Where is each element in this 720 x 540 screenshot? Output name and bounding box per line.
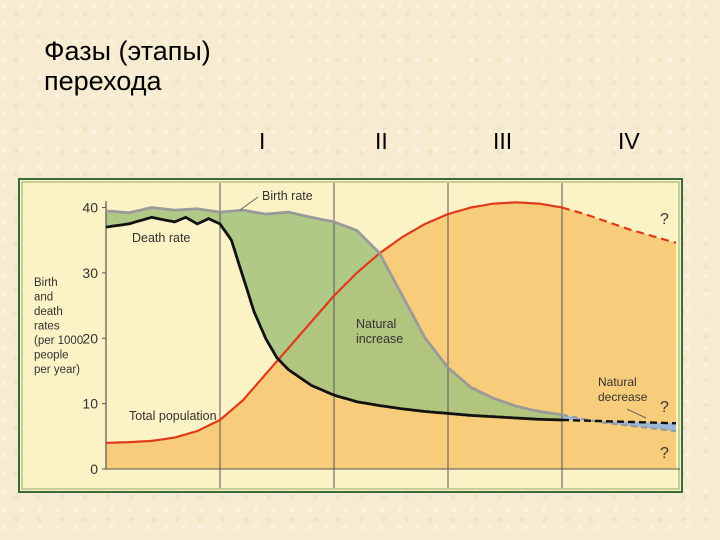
phase-label-3: III <box>493 128 513 154</box>
slide-title: Фазы (этапы) перехода <box>44 36 211 96</box>
birth-rate-pointer <box>239 196 259 211</box>
question-mark-population: ? <box>660 211 669 228</box>
natural-increase-label: Natural increase <box>356 317 403 346</box>
y-tick-label-30: 30 <box>82 265 98 281</box>
natural-decrease-pointer <box>626 408 647 419</box>
y-tick-label-40: 40 <box>82 200 98 216</box>
phase-label-1: I <box>259 128 266 154</box>
question-mark-birth: ? <box>660 399 669 416</box>
population-line-projected <box>561 206 677 244</box>
natural-decrease-area <box>562 414 676 432</box>
population-line <box>105 201 563 444</box>
death-rate-label: Death rate <box>132 231 190 245</box>
phase-label-2: II <box>375 128 388 154</box>
death-rate-line-projected <box>561 418 676 425</box>
birth-rate-label: Birth rate <box>262 189 313 203</box>
y-axis-label: Birth and death rates (per 1000 people per yea… <box>34 277 83 376</box>
phase-label-4: IV <box>618 128 640 154</box>
natural-decrease-label: Natural decrease <box>598 375 648 404</box>
y-tick-label-20: 20 <box>82 330 98 346</box>
chart-panel-inner-border <box>21 181 680 490</box>
question-mark-death: ? <box>660 445 669 462</box>
y-tick-label-10: 10 <box>82 396 98 412</box>
birth-rate-line <box>105 206 563 417</box>
death-rate-line <box>105 215 563 422</box>
total-population-label: Total population <box>129 409 217 423</box>
y-tick-label-0: 0 <box>90 461 98 477</box>
